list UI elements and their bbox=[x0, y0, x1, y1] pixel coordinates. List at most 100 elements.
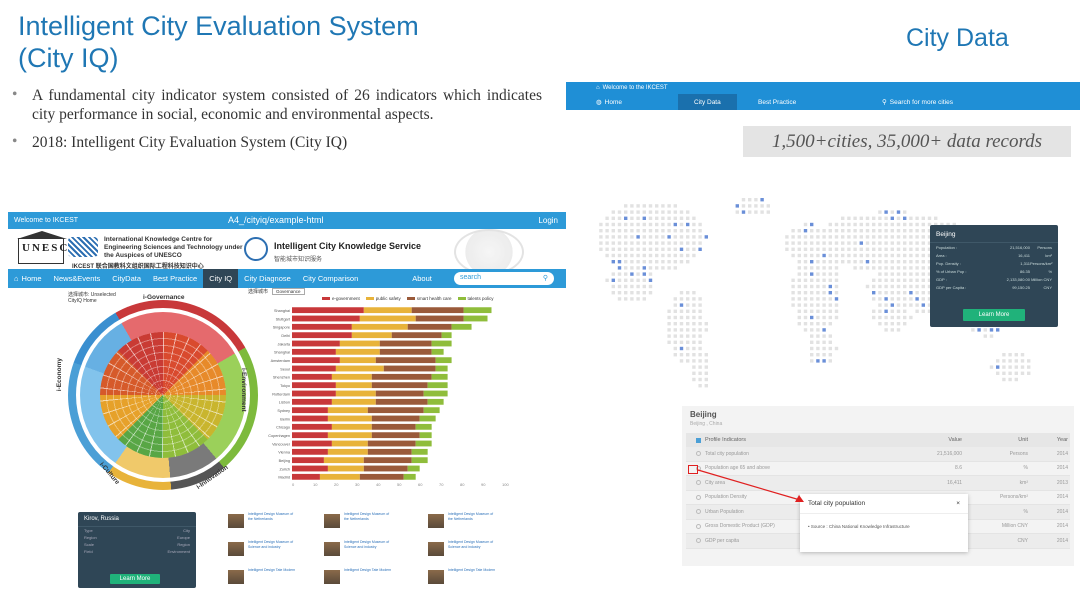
nav-home[interactable]: ⌂ Home bbox=[14, 274, 42, 283]
plus-icon[interactable] bbox=[696, 523, 701, 529]
bar-segment[interactable] bbox=[423, 390, 448, 397]
bar-segment[interactable] bbox=[319, 473, 360, 480]
nav-city-data[interactable]: City Data bbox=[678, 94, 737, 110]
bar-segment[interactable] bbox=[419, 415, 436, 422]
plus-icon[interactable] bbox=[696, 538, 701, 544]
bar-segment[interactable] bbox=[331, 423, 372, 430]
bar-segment[interactable] bbox=[327, 448, 368, 455]
bar-segment[interactable] bbox=[292, 457, 324, 464]
plus-icon[interactable] bbox=[696, 451, 701, 457]
bar-segment[interactable] bbox=[423, 407, 440, 414]
bar-segment[interactable] bbox=[292, 473, 320, 480]
bar-segment[interactable] bbox=[292, 357, 340, 364]
bar-segment[interactable] bbox=[292, 440, 332, 447]
bar-segment[interactable] bbox=[335, 390, 376, 397]
bar-segment[interactable] bbox=[363, 307, 412, 314]
bar-segment[interactable] bbox=[292, 315, 360, 322]
bar-segment[interactable] bbox=[335, 365, 384, 372]
indicator-select[interactable]: Governance bbox=[272, 288, 305, 295]
cityiq-wheel-chart[interactable] bbox=[68, 300, 258, 490]
bar-segment[interactable] bbox=[371, 423, 416, 430]
bar-segment[interactable] bbox=[371, 382, 428, 389]
bar-segment[interactable] bbox=[371, 415, 420, 422]
bar-segment[interactable] bbox=[292, 348, 336, 355]
bar-segment[interactable] bbox=[407, 465, 420, 472]
nav-news-events[interactable]: News&Events bbox=[53, 274, 101, 283]
bar-segment[interactable] bbox=[411, 457, 428, 464]
login-link[interactable]: Login bbox=[538, 216, 558, 225]
bar-segment[interactable] bbox=[327, 432, 372, 439]
bar-segment[interactable] bbox=[292, 365, 336, 372]
bar-segment[interactable] bbox=[371, 373, 432, 380]
bar-segment[interactable] bbox=[331, 440, 368, 447]
bar-segment[interactable] bbox=[339, 357, 376, 364]
bar-segment[interactable] bbox=[292, 407, 328, 414]
bar-segment[interactable] bbox=[379, 340, 432, 347]
nav-best-practice[interactable]: Best Practice bbox=[153, 274, 198, 283]
practice-thumb[interactable]: Intelligent Design Tate Modern bbox=[324, 568, 394, 588]
bar-segment[interactable] bbox=[331, 373, 372, 380]
search-input[interactable]: search ⚲ bbox=[454, 272, 554, 285]
bar-segment[interactable] bbox=[292, 415, 328, 422]
bar-segment[interactable] bbox=[339, 340, 380, 347]
bar-segment[interactable] bbox=[371, 432, 420, 439]
bar-segment[interactable] bbox=[415, 315, 464, 322]
bar-segment[interactable] bbox=[375, 357, 436, 364]
bar-segment[interactable] bbox=[292, 398, 332, 405]
bar-segment[interactable] bbox=[327, 465, 364, 472]
city-search[interactable]: ⚲ Search for more cities bbox=[882, 98, 953, 107]
learn-more-button[interactable]: Learn More bbox=[963, 309, 1025, 321]
table-row[interactable]: City area 16,411 km² 2013 bbox=[686, 476, 1070, 491]
bar-segment[interactable] bbox=[335, 382, 372, 389]
bar-segment[interactable] bbox=[351, 332, 392, 339]
bar-segment[interactable] bbox=[411, 307, 464, 314]
bar-segment[interactable] bbox=[335, 348, 380, 355]
bar-segment[interactable] bbox=[415, 440, 432, 447]
bar-segment[interactable] bbox=[431, 348, 444, 355]
bar-segment[interactable] bbox=[327, 415, 372, 422]
bar-segment[interactable] bbox=[292, 432, 328, 439]
table-row[interactable]: Total city population 21,516,000 Persons 20… bbox=[686, 447, 1070, 462]
bar-segment[interactable] bbox=[292, 332, 352, 339]
bar-segment[interactable] bbox=[327, 407, 368, 414]
bar-segment[interactable] bbox=[363, 457, 412, 464]
bar-segment[interactable] bbox=[363, 465, 408, 472]
bar-segment[interactable] bbox=[435, 357, 452, 364]
bar-segment[interactable] bbox=[292, 323, 352, 330]
nav-city-iq[interactable]: City IQ bbox=[203, 269, 239, 288]
nav-city-diagnose[interactable]: City Diagnose bbox=[244, 274, 291, 283]
nav-citydata[interactable]: CityData bbox=[112, 274, 141, 283]
bar-segment[interactable] bbox=[415, 423, 432, 430]
bar-segment[interactable] bbox=[292, 390, 336, 397]
bar-segment[interactable] bbox=[292, 307, 364, 314]
bar-segment[interactable] bbox=[292, 382, 336, 389]
bar-segment[interactable] bbox=[292, 373, 332, 380]
practice-thumb[interactable]: Intelligent Design Museum of Science and… bbox=[428, 540, 498, 560]
bar-segment[interactable] bbox=[379, 348, 432, 355]
bar-segment[interactable] bbox=[292, 465, 328, 472]
plus-icon[interactable] bbox=[696, 494, 701, 500]
bar-segment[interactable] bbox=[367, 407, 424, 414]
plus-icon[interactable] bbox=[696, 480, 701, 486]
bar-segment[interactable] bbox=[411, 448, 428, 455]
bar-segment[interactable] bbox=[431, 340, 452, 347]
bar-segment[interactable] bbox=[375, 390, 424, 397]
nav-city-comparison[interactable]: City Comparison bbox=[302, 274, 359, 283]
practice-thumb[interactable]: Intelligent Design Tate Modern bbox=[228, 568, 298, 588]
bar-segment[interactable] bbox=[451, 323, 472, 330]
close-icon[interactable]: × bbox=[956, 500, 960, 507]
bar-segment[interactable] bbox=[427, 398, 444, 405]
practice-thumb[interactable]: Intelligent Design Museum of the Netherl… bbox=[324, 512, 394, 532]
bar-segment[interactable] bbox=[359, 315, 416, 322]
bar-segment[interactable] bbox=[441, 332, 452, 339]
bar-segment[interactable] bbox=[435, 365, 448, 372]
bar-segment[interactable] bbox=[463, 307, 492, 314]
bar-segment[interactable] bbox=[419, 432, 432, 439]
practice-thumb[interactable]: Intelligent Design Museum of the Netherl… bbox=[228, 512, 298, 532]
bar-segment[interactable] bbox=[375, 398, 428, 405]
bar-segment[interactable] bbox=[359, 473, 404, 480]
practice-thumb[interactable]: Intelligent Design Museum of Science and… bbox=[228, 540, 298, 560]
bar-segment[interactable] bbox=[427, 382, 448, 389]
practice-thumb[interactable]: Intelligent Design Museum of the Netherl… bbox=[428, 512, 498, 532]
bar-segment[interactable] bbox=[292, 423, 332, 430]
